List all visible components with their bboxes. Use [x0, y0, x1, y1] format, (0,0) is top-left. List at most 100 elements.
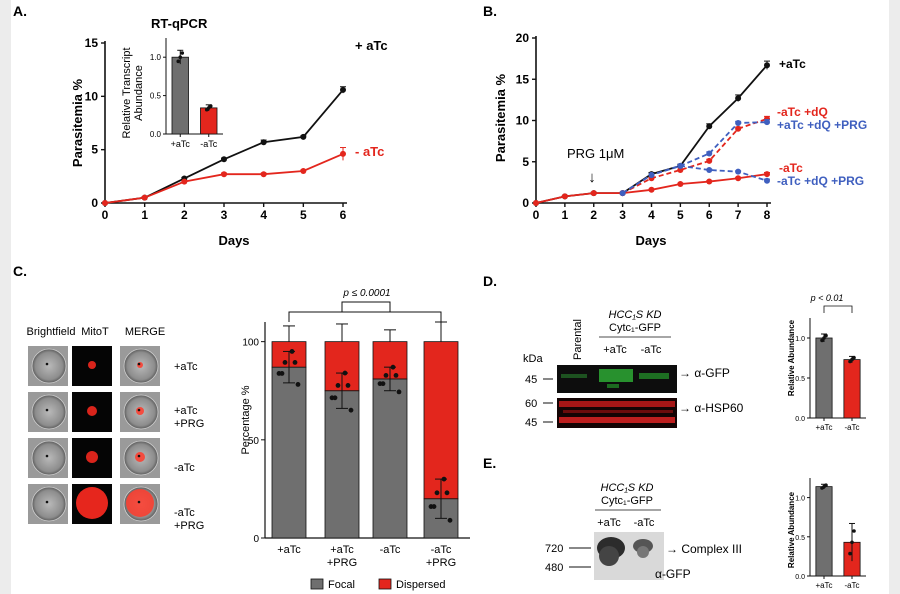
b-data-point: [561, 193, 568, 200]
a-y-tick-label: 10: [85, 89, 99, 103]
b-y-tick-label: 5: [522, 155, 529, 169]
b-label-minus-atc-dq-prg: -aTc +dQ +PRG: [777, 174, 864, 188]
b-data-point: [764, 177, 770, 184]
d-replicate-dot: [824, 333, 828, 338]
c-category: +aTc: [277, 544, 301, 556]
b-series-line: [622, 117, 768, 194]
b-data-point: [764, 171, 770, 178]
a-x-tick-label: 4: [260, 208, 267, 222]
c-replicate-dot: [342, 370, 348, 376]
cell-outline: [31, 486, 67, 522]
c-replicate-dot: [396, 389, 402, 395]
a-data-point: [260, 171, 267, 178]
c-replicate-dot: [279, 371, 285, 376]
b-label-plus-atc: +aTc: [779, 57, 806, 71]
b-x-tick-label: 2: [590, 208, 597, 222]
b-data-point: [677, 167, 684, 173]
b-data-point: [677, 181, 684, 188]
c-category: +PRG: [327, 557, 357, 569]
arrow-down-icon: ↓: [588, 169, 596, 186]
b-y-tick-label: 15: [516, 72, 530, 86]
a-data-point: [221, 156, 227, 163]
panel-d-chart: +aTc -aTc 0.0 0.5 1.0: [795, 305, 866, 432]
a-x-tick-label: 2: [181, 208, 188, 222]
inset-x-tick-label: +aTc: [171, 139, 191, 149]
a-x-tick-label: 3: [221, 208, 228, 222]
c-replicate-dot: [447, 517, 453, 523]
e-bar-ylabel: Relative Abundance: [787, 491, 796, 568]
d-bar: [815, 337, 833, 419]
a-data-point: [340, 150, 346, 157]
b-x-tick-label: 5: [677, 208, 684, 222]
panel-c-categories: +aTc +aTc +PRG -aTc -aTc +PRG: [277, 544, 456, 569]
a-x-tick-label: 0: [102, 208, 109, 222]
b-x-tick-label: 7: [735, 208, 742, 222]
d-kda: kDa: [523, 353, 543, 365]
cell-nucleus: [45, 408, 49, 412]
inset-replicate-dot: [178, 55, 183, 59]
blot-gfp: [557, 365, 677, 393]
b-x-tick-label: 8: [764, 208, 771, 222]
cell-nucleus: [137, 500, 141, 504]
inset-ylabel-line1: Relative Transcript: [121, 47, 133, 138]
d-x-tick-label: +aTc: [815, 423, 832, 432]
col-header-brightfield: Brightfield: [27, 326, 76, 338]
legend-dispersed: Dispersed: [396, 579, 446, 591]
panel-b-label: B.: [483, 3, 497, 19]
panel-b-xlabel: Days: [635, 233, 666, 248]
row-labels: +aTc +aTc +PRG -aTc -aTc +PRG: [174, 361, 204, 532]
b-x-tick-label: 1: [562, 208, 569, 222]
cell-nucleus: [45, 454, 49, 458]
panel-c-chart: 0 50 100: [242, 301, 470, 545]
inset-x-tick-label: -aTc: [200, 139, 218, 149]
d-y-tick-label: 0.0: [795, 416, 805, 423]
d-significance-bracket: [823, 305, 853, 313]
d-lane-minus: -aTc: [641, 344, 662, 356]
a-data-point: [181, 178, 188, 185]
focal-bar: [372, 378, 408, 539]
b-data-point: [706, 157, 713, 164]
b-label-minus-atc-dq: -aTc +dQ: [777, 105, 828, 119]
a-data-point: [141, 194, 148, 201]
a-y-tick-label: 15: [85, 36, 99, 50]
e-construct-line1: HCC₁S KD: [601, 482, 654, 494]
e-band: → Complex III: [666, 542, 742, 556]
row-label: +PRG: [174, 418, 204, 430]
inset-replicate-dot: [176, 59, 181, 64]
c-y-tick-label: 50: [248, 436, 260, 447]
d-bar: [843, 359, 861, 419]
b-data-point: [706, 150, 713, 157]
panel-c-pvalue: p ≤ 0.0001: [342, 288, 390, 299]
b-y-tick-label: 0: [522, 196, 529, 210]
c-replicate-dot: [282, 360, 288, 365]
blot-complex-iii: [594, 532, 664, 580]
inset-title: RT-qPCR: [151, 16, 208, 31]
b-y-tick-label: 10: [516, 114, 530, 128]
e-x-tick-label: -aTc: [844, 581, 859, 590]
row-label: -aTc: [174, 462, 195, 474]
e-y-tick-label: 0.5: [795, 535, 805, 542]
a-data-point: [300, 133, 307, 140]
b-label-minus-atc: -aTc: [779, 161, 803, 175]
a-data-point: [102, 200, 108, 206]
merge-signal: [126, 489, 154, 517]
c-y-tick-label: 0: [253, 534, 259, 545]
c-replicate-dot: [390, 364, 396, 370]
inset-ylabel-line2: Abundance: [133, 65, 145, 121]
a-data-point: [300, 168, 307, 174]
row-label: +aTc: [174, 361, 198, 373]
d-marker-60: 60: [525, 398, 537, 410]
mitot-signal: [76, 487, 108, 519]
d-pvalue: p < 0.01: [810, 293, 844, 303]
c-replicate-dot: [431, 504, 437, 509]
panel-b-chart: 0 1 2 3 4 5 6 7 8 0 5 10 15 20: [516, 31, 771, 222]
b-y-tick-label: 20: [516, 31, 530, 45]
focal-bar: [324, 390, 360, 539]
c-replicate-dot: [444, 490, 450, 496]
c-replicate-dot: [380, 381, 386, 387]
e-bar: [815, 486, 833, 577]
inset-y-tick-label: 0.0: [150, 130, 162, 139]
a-x-tick-label: 1: [141, 208, 148, 222]
inset-bar: [200, 107, 218, 135]
a-y-tick-label: 0: [91, 196, 98, 210]
